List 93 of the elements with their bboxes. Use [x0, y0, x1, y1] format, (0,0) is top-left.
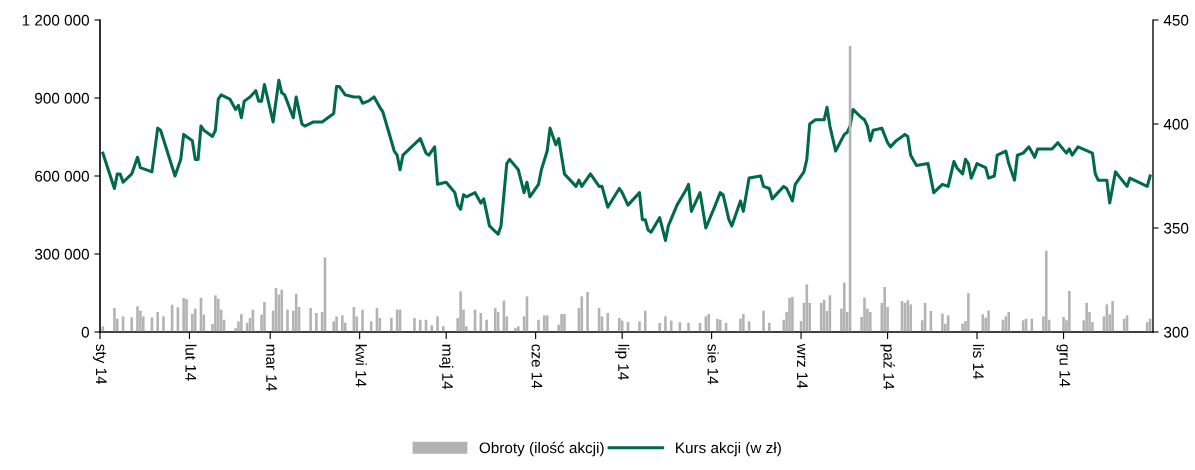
bar: [883, 287, 886, 332]
bar: [216, 298, 220, 332]
bar: [762, 310, 765, 332]
bar: [430, 325, 434, 332]
bar: [156, 311, 159, 332]
bar: [606, 313, 610, 332]
bar: [863, 297, 866, 332]
bar: [768, 322, 771, 332]
bar: [1085, 302, 1088, 332]
bar: [162, 316, 165, 332]
bar: [791, 296, 794, 332]
bar: [687, 322, 690, 332]
bar: [537, 319, 540, 332]
bar: [459, 291, 462, 332]
bar: [514, 328, 517, 332]
bar: [130, 317, 134, 332]
bar: [580, 296, 584, 332]
bar: [139, 310, 142, 332]
x-tick-label: wrz 14: [797, 343, 808, 389]
bar: [517, 326, 520, 332]
bar: [390, 317, 393, 332]
bar: [341, 315, 344, 332]
bar: [909, 304, 912, 332]
bar: [361, 309, 364, 332]
y-tick-label: 300 000: [34, 248, 89, 260]
y-tick-label: 600 000: [35, 170, 89, 182]
bar: [240, 314, 243, 332]
bar: [263, 302, 266, 332]
bar: [1044, 250, 1048, 332]
bar: [981, 314, 985, 332]
x-tick-label: sie 14: [707, 344, 719, 385]
bar: [193, 308, 197, 332]
y2-tick-label: 350: [1164, 222, 1189, 234]
bar: [485, 319, 488, 332]
y-tick-label: 900 000: [35, 92, 89, 104]
bar: [280, 289, 284, 332]
bar: [967, 293, 970, 332]
bar: [560, 314, 563, 332]
bar: [586, 291, 589, 332]
bar: [1068, 290, 1071, 332]
bar: [1145, 322, 1149, 332]
x-tick-label: lut 14: [185, 344, 197, 381]
y-tick-label: 1 200 000: [22, 14, 89, 26]
bar: [493, 308, 497, 332]
x-tick-label: paź 14: [880, 344, 895, 390]
bar: [658, 322, 661, 332]
bar: [664, 316, 667, 332]
bar: [718, 319, 722, 332]
bar: [638, 321, 641, 332]
bar: [309, 308, 312, 332]
bar: [742, 314, 745, 332]
x-tick-label: cze 14: [531, 344, 543, 389]
x-tick-label: lip 14: [615, 344, 630, 380]
bar: [788, 297, 791, 332]
y2-tick-label: 450: [1163, 14, 1189, 26]
bar: [113, 308, 116, 332]
bar: [716, 318, 719, 332]
bar: [442, 326, 445, 332]
line-series: [101, 78, 1152, 243]
bar: [191, 313, 194, 332]
x-tick-label: maj 14: [439, 344, 454, 390]
x-tick-label: mar 14: [266, 344, 277, 391]
y2-tick-label: 400: [1163, 118, 1189, 130]
x-tick-label: lis 14: [972, 344, 985, 380]
bar: [413, 317, 416, 332]
bar: [843, 282, 846, 332]
legend-label: Kurs akcji (w zł): [676, 442, 781, 457]
bar: [669, 320, 673, 332]
bar: [739, 318, 742, 332]
bar: [436, 316, 439, 332]
bar: [418, 319, 422, 332]
bar: [961, 323, 964, 332]
bar: [1062, 316, 1065, 332]
legend-label: Obroty (ilość akcji): [479, 441, 604, 457]
bar: [185, 298, 188, 332]
y2-tick-label: 300: [1164, 326, 1189, 338]
x-tick-label: sty 14: [92, 344, 107, 385]
bar: [214, 295, 217, 332]
bar: [1111, 301, 1114, 332]
bar: [941, 313, 944, 332]
bar: [563, 314, 566, 332]
bar: [643, 310, 647, 332]
bar: [868, 311, 872, 332]
bar: [335, 316, 338, 332]
bar: [182, 297, 185, 332]
bar: [136, 306, 139, 332]
x-tick-label: gru 14: [1056, 344, 1071, 387]
bar: [1007, 311, 1011, 332]
x-tick-label: kwi 14: [355, 344, 367, 387]
bar: [286, 309, 289, 332]
bar: [315, 313, 318, 332]
y-tick-label: 0: [81, 326, 89, 338]
bar: [987, 310, 990, 332]
